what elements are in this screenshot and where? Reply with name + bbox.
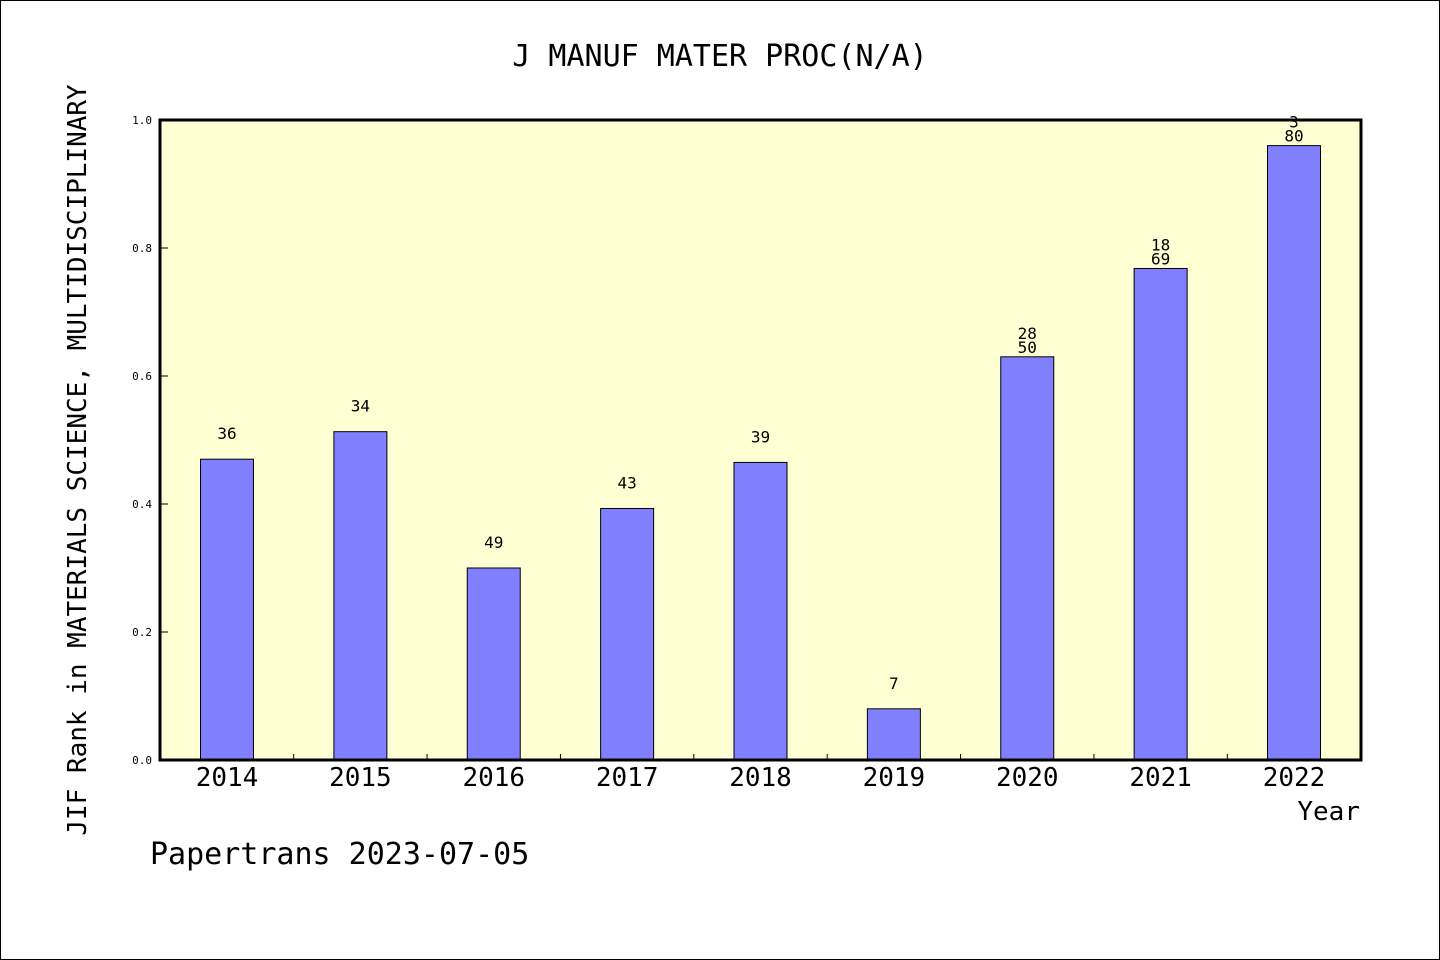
footer-text: Papertrans 2023-07-05	[150, 837, 529, 872]
x-tick-label-2021: 2021	[1129, 763, 1192, 793]
bar-2020	[1000, 356, 1055, 761]
x-tick-label-2018: 2018	[729, 763, 792, 793]
x-tick-label-2020: 2020	[996, 763, 1059, 793]
y-tick-label-0.2: 0.2	[132, 626, 152, 639]
bar-2018	[733, 461, 788, 761]
y-tick-label-0.0: 0.0	[132, 754, 152, 767]
data-label-2016: 49	[484, 533, 503, 552]
y-tick-label-0.8: 0.8	[132, 242, 152, 255]
y-axis-label: JIF Rank in MATERIALS SCIENCE, MULTIDISC…	[63, 84, 93, 836]
x-tick-label-2015: 2015	[329, 763, 392, 793]
x-tick-label-2014: 2014	[196, 763, 259, 793]
bar-2016	[466, 567, 521, 761]
bars-group	[200, 145, 1321, 761]
data-label-2018: 39	[751, 427, 770, 446]
chart-title: J MANUF MATER PROC(N/A)	[512, 39, 927, 74]
x-ticks-group: 2014 2015 2016 2017 2018 2019 2020 2021 2022	[196, 754, 1326, 793]
data-label-2021: 18	[1151, 235, 1170, 254]
data-label-2017: 43	[617, 473, 636, 492]
x-tick-label-2017: 2017	[596, 763, 659, 793]
x-tick-label-2016: 2016	[462, 763, 525, 793]
data-label-2022: 3	[1289, 113, 1299, 132]
bar-2022	[1267, 145, 1321, 761]
plot-border	[158, 118, 1363, 762]
y-tick-label-0.6: 0.6	[132, 370, 152, 383]
data-label-2019: 7	[889, 674, 899, 693]
bar-2021	[1133, 267, 1188, 761]
bar-2015	[333, 431, 388, 761]
x-tick-label-2022: 2022	[1263, 763, 1326, 793]
data-label-2022: 80	[1284, 127, 1303, 146]
y-tick-label-1.0: 1.0	[132, 114, 152, 127]
y-tick-label-0.4: 0.4	[132, 498, 152, 511]
x-axis-label: Year	[1297, 797, 1360, 827]
data-label-2015: 34	[351, 397, 370, 416]
x-tick-label-2019: 2019	[863, 763, 926, 793]
bar-2017	[600, 507, 655, 761]
data-label-2020: 28	[1018, 324, 1037, 343]
data-label-2014: 36	[217, 424, 236, 443]
data-label-2021: 69	[1151, 249, 1170, 268]
data-label-2020: 50	[1018, 338, 1037, 357]
bar-2014	[200, 458, 254, 761]
bar-2019	[866, 708, 921, 761]
